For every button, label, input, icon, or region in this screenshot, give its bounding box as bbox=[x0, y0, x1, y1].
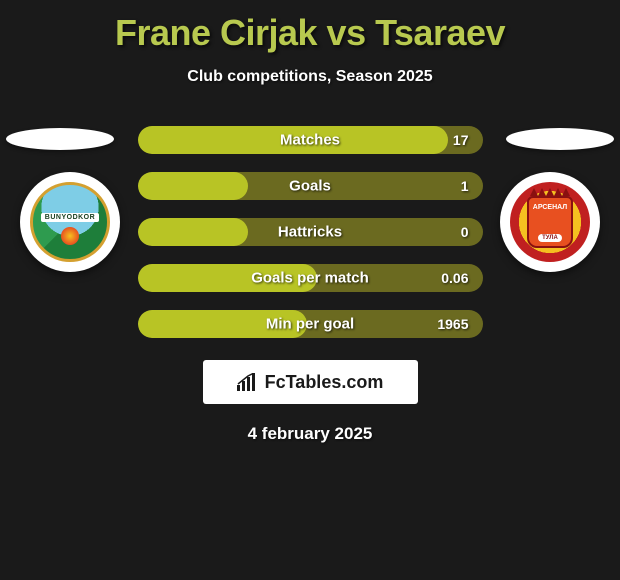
brand-box: FcTables.com bbox=[203, 360, 418, 404]
stat-value: 0 bbox=[461, 224, 469, 240]
stat-value: 1 bbox=[461, 178, 469, 194]
brand-chart-icon bbox=[237, 373, 259, 391]
player-left-placeholder bbox=[6, 128, 114, 150]
club-crest-left: BUNYODKOR bbox=[20, 172, 120, 272]
club-crest-right: АРСЕНАЛ ТУЛА bbox=[500, 172, 600, 272]
stat-label: Goals bbox=[138, 178, 483, 195]
stats-list: Matches17 Goals1 Hattricks0 Goals per match… bbox=[138, 126, 483, 338]
stat-value: 17 bbox=[453, 132, 469, 148]
arsenal-tula-logo: АРСЕНАЛ ТУЛА bbox=[510, 182, 590, 262]
stat-row: Min per goal1965 bbox=[138, 310, 483, 338]
stat-row: Goals per match0.06 bbox=[138, 264, 483, 292]
brand-text: FcTables.com bbox=[265, 372, 384, 393]
page-title: Frane Cirjak vs Tsaraev bbox=[0, 0, 620, 54]
date-label: 4 february 2025 bbox=[0, 424, 620, 444]
stat-label: Goals per match bbox=[138, 270, 483, 287]
stat-label: Min per goal bbox=[138, 316, 483, 333]
subtitle: Club competitions, Season 2025 bbox=[0, 68, 620, 86]
stat-row: Goals1 bbox=[138, 172, 483, 200]
player-right-placeholder bbox=[506, 128, 614, 150]
crest-left-text: BUNYODKOR bbox=[41, 213, 99, 222]
stat-row: Hattricks0 bbox=[138, 218, 483, 246]
stat-label: Matches bbox=[138, 132, 483, 149]
bunyodkor-logo: BUNYODKOR bbox=[30, 182, 110, 262]
crest-right-sub: ТУЛА bbox=[538, 234, 562, 242]
crest-right-text: АРСЕНАЛ bbox=[533, 204, 567, 211]
stat-value: 0.06 bbox=[441, 270, 468, 286]
stat-label: Hattricks bbox=[138, 224, 483, 241]
comparison-panel: BUNYODKOR АРСЕНАЛ ТУЛА Matches17 Goals1 Ha… bbox=[0, 126, 620, 338]
stat-value: 1965 bbox=[437, 316, 468, 332]
stat-row: Matches17 bbox=[138, 126, 483, 154]
